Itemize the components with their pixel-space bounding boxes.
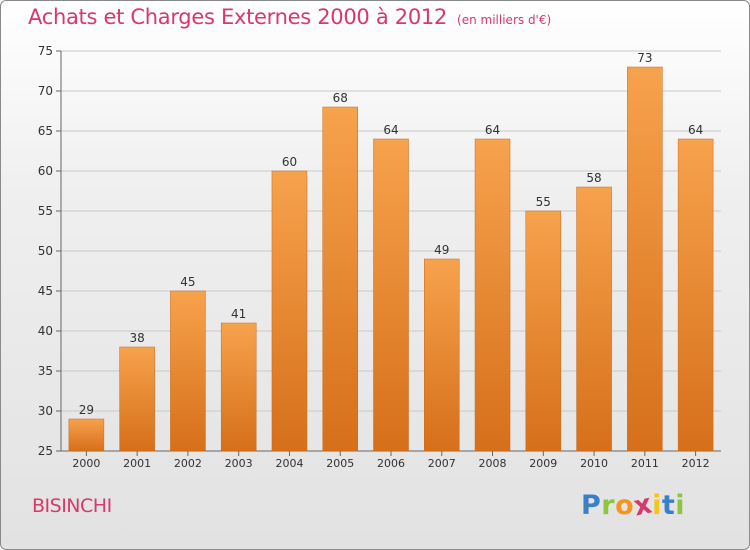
commune-name: BISINCHI: [32, 495, 112, 517]
data-label-2008: 64: [485, 123, 500, 137]
y-tick-label: 35: [38, 364, 53, 378]
y-tick-label: 30: [38, 404, 53, 418]
bar-2008: [474, 138, 511, 452]
x-tick-label-2002: 2002: [174, 457, 202, 470]
bar-2004: [271, 170, 308, 452]
data-label-2011: 73: [637, 51, 652, 65]
data-label-2004: 60: [282, 155, 297, 169]
bar-2002: [170, 290, 206, 452]
x-tick-label-2004: 2004: [275, 457, 303, 470]
bar-2006: [373, 138, 409, 452]
bar-2009: [525, 210, 562, 452]
data-label-2009: 55: [536, 195, 551, 209]
x-tick-label-2008: 2008: [479, 457, 507, 470]
data-label-2005: 68: [333, 91, 348, 105]
logo-letter: i: [652, 490, 662, 521]
data-label-2000: 29: [79, 403, 94, 417]
bar-2007: [424, 258, 460, 452]
y-tick-label: 55: [38, 204, 53, 218]
data-label-2002: 45: [180, 275, 195, 289]
data-labels: 29 38 45 41 60 68 64 49 64 55 58 73 64: [79, 51, 704, 417]
y-tick-label: 70: [38, 84, 53, 98]
x-tick-label-2009: 2009: [529, 457, 557, 470]
bar-2011: [627, 66, 663, 452]
bar-2001: [119, 346, 155, 452]
x-tick-label-2005: 2005: [326, 457, 354, 470]
y-tick-label: 50: [38, 244, 53, 258]
logo-letter: o: [615, 490, 635, 521]
data-label-2010: 58: [586, 171, 601, 185]
tick-labels: 25 30 35 40 45 50 55 60 65 70 75 2000 2001 2002 2003 20…: [38, 44, 710, 470]
x-tick-label-2001: 2001: [123, 457, 151, 470]
logo-letter: P: [581, 490, 602, 521]
y-tick-label: 45: [38, 284, 53, 298]
x-tick-label-2003: 2003: [225, 457, 253, 470]
chart-title-text: Achats et Charges Externes 2000 à 2012: [28, 5, 448, 29]
y-tick-label: 65: [38, 124, 53, 138]
chart-title: Achats et Charges Externes 2000 à 2012 (e…: [28, 5, 551, 29]
y-tick-label: 75: [38, 44, 53, 58]
data-label-2006: 64: [383, 123, 398, 137]
bar-2003: [220, 322, 257, 452]
chart-subtitle: (en milliers d'€): [457, 13, 552, 27]
x-tick-label-2011: 2011: [631, 457, 659, 470]
data-label-2001: 38: [130, 331, 145, 345]
data-label-2003: 41: [231, 307, 246, 321]
data-label-2007: 49: [434, 243, 449, 257]
x-tick-label-2012: 2012: [682, 457, 710, 470]
data-label-2012: 64: [688, 123, 703, 137]
bar-2005: [322, 106, 358, 452]
bar-2000: [68, 418, 105, 452]
x-tick-label-2000: 2000: [72, 457, 100, 470]
bars: [68, 66, 714, 452]
y-tick-label: 40: [38, 324, 53, 338]
x-tick-label-2006: 2006: [377, 457, 405, 470]
x-tick-label-2010: 2010: [580, 457, 608, 470]
logo-letter: i: [675, 490, 686, 521]
logo-letter: r: [601, 490, 616, 521]
bar-2010: [576, 186, 612, 452]
x-tick-label-2007: 2007: [428, 457, 456, 470]
y-tick-label: 60: [38, 164, 53, 178]
logo-letter: t: [661, 490, 676, 521]
proxiti-logo: Proxiti: [581, 488, 686, 522]
bar-2012: [677, 138, 714, 452]
y-tick-label: 25: [38, 444, 53, 458]
